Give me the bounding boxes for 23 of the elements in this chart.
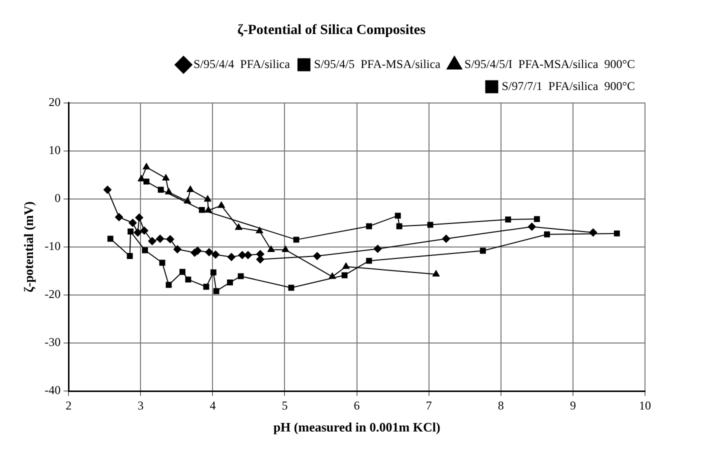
legend-label: S/95/4/4 PFA/silica bbox=[193, 56, 291, 71]
x-tick-label: 5 bbox=[282, 398, 288, 412]
x-tick-label: 7 bbox=[426, 398, 432, 412]
x-tick-label: 4 bbox=[210, 398, 216, 412]
y-axis-title: ζ-potential (mV) bbox=[21, 201, 36, 292]
y-tick-label: 0 bbox=[54, 191, 61, 206]
y-tick-label: -20 bbox=[44, 287, 61, 302]
legend-label: S/97/7/1 PFA/silica 900°C bbox=[502, 78, 636, 93]
legend-label: S/95/4/5 PFA-MSA/silica bbox=[314, 56, 442, 71]
x-tick-label: 3 bbox=[138, 398, 144, 412]
x-tick-label: 10 bbox=[639, 398, 651, 412]
chart-title: ζ-Potential of Silica Composites bbox=[237, 23, 426, 38]
x-tick-label: 8 bbox=[498, 398, 504, 412]
x-axis-title: pH (measured in 0.001m KCl) bbox=[273, 420, 440, 435]
y-tick-label: 10 bbox=[48, 142, 61, 157]
y-tick-label: -30 bbox=[44, 335, 61, 350]
y-tick-label: -10 bbox=[44, 239, 61, 254]
y-tick-label: -40 bbox=[44, 383, 61, 398]
y-tick-label: 20 bbox=[48, 94, 61, 109]
x-tick-label: 9 bbox=[570, 398, 576, 412]
x-tick-label: 2 bbox=[66, 398, 72, 412]
x-tick-label: 6 bbox=[354, 398, 360, 412]
legend-label: S/95/4/5/I PFA-MSA/silica 900°C bbox=[464, 56, 636, 71]
